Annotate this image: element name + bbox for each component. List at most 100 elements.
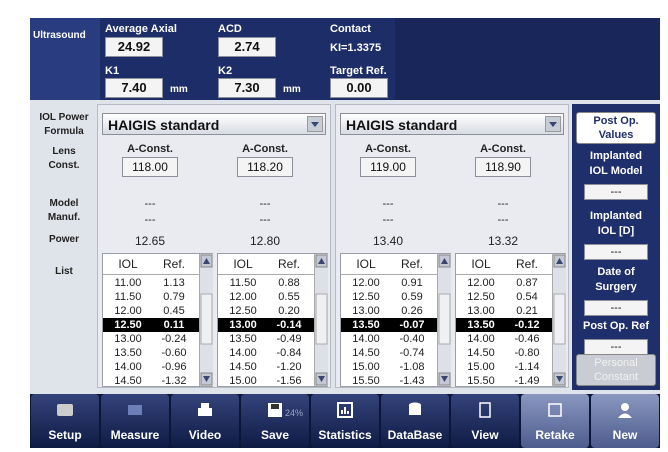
- list-cell: 11.50: [222, 277, 264, 289]
- scrollbar: [199, 254, 213, 386]
- sidebar-label: Surgery: [572, 281, 660, 293]
- list-row[interactable]: 13.00 -0.14: [218, 318, 314, 332]
- list-row[interactable]: 14.50-0.74: [341, 346, 437, 360]
- scrollbar-icons: [438, 254, 451, 386]
- const-box: 118.20: [237, 157, 293, 177]
- toolbar-button[interactable]: Measure: [101, 394, 169, 448]
- list-row[interactable]: 13.50-0.07: [341, 318, 437, 332]
- list-row[interactable]: 15.00-1.56: [218, 374, 314, 388]
- list-cell: -0.40: [391, 333, 433, 345]
- list-row[interactable]: 14.00-0.46: [456, 332, 552, 346]
- list-cell: 12.00: [345, 277, 387, 289]
- formula-dropdown[interactable]: HAIGIS standard: [340, 113, 564, 135]
- list-cell: 0.79: [153, 291, 195, 303]
- list-row[interactable]: 14.00-0.40: [341, 332, 437, 346]
- list-row[interactable]: 15.50-1.49: [456, 374, 552, 388]
- page: UltrasoundAverage Axial24.92ACD2.74Conta…: [0, 0, 668, 452]
- list-cell: -1.43: [391, 375, 433, 387]
- list-row[interactable]: 14.00-0.84: [218, 346, 314, 360]
- scrollbar-icons: [200, 254, 213, 386]
- toolbar-button[interactable]: Setup: [31, 394, 99, 448]
- toolbar-label: DataBase: [381, 428, 449, 442]
- list-cell: -1.49: [506, 375, 548, 387]
- list-cell: 13.50: [222, 333, 264, 345]
- list-cell: 0.55: [268, 291, 310, 303]
- list-cell: 0.21: [506, 305, 548, 317]
- list-cell: 12.50: [345, 291, 387, 303]
- list-cell: 0.54: [506, 291, 548, 303]
- toolbar-label: Save: [241, 428, 309, 442]
- list-cell: 12.50: [107, 319, 149, 331]
- toolbar-button[interactable]: DataBase: [381, 394, 449, 448]
- list-cell: 0.26: [391, 305, 433, 317]
- scrollbar-icons: [553, 254, 566, 386]
- field-value: 7.30: [218, 78, 276, 98]
- list-cell: 13.00: [345, 305, 387, 317]
- list-cell: 13.00: [222, 319, 264, 331]
- toolbar-button[interactable]: Video: [171, 394, 239, 448]
- row-label: IOL Power: [34, 112, 94, 123]
- toolbar-button[interactable]: New: [591, 394, 659, 448]
- list-row[interactable]: 15.00-1.08: [341, 360, 437, 374]
- list-cell: 15.00: [460, 361, 502, 373]
- header-right-bg: [395, 18, 660, 100]
- const-box: 118.90: [475, 157, 531, 177]
- row-label: List: [34, 266, 94, 277]
- list-row[interactable]: 14.50 -1.32: [103, 374, 199, 388]
- list-cell: -1.32: [153, 375, 195, 387]
- button-text: Personal: [577, 357, 655, 369]
- toolbar-button[interactable]: Statistics: [311, 394, 379, 448]
- list-cell: 14.50: [107, 375, 149, 387]
- row-label: Formula: [34, 126, 94, 137]
- sidebar: Post Op.ValuesImplantedIOL Model---Impla…: [572, 104, 660, 390]
- list-row[interactable]: 15.00-1.14: [456, 360, 552, 374]
- power: 13.32: [455, 234, 551, 248]
- toolbar-button[interactable]: View: [451, 394, 519, 448]
- list-cell: -0.14: [268, 319, 310, 331]
- const-label: A-Const.: [455, 143, 551, 155]
- formula-dropdown[interactable]: HAIGIS standard: [102, 113, 326, 135]
- list-header: Ref.: [153, 257, 195, 271]
- post-op-button[interactable]: Post Op.Values: [576, 112, 656, 144]
- list-row[interactable]: 14.00-0.96: [103, 360, 199, 374]
- list-row[interactable]: 15.50-1.43: [341, 374, 437, 388]
- list-cell: 11.00: [107, 277, 149, 289]
- list-row[interactable]: 13.00-0.24: [103, 332, 199, 346]
- list-row[interactable]: 12.50 0.59: [341, 290, 437, 304]
- list-header: Ref.: [268, 257, 310, 271]
- row-label: Power: [34, 234, 94, 245]
- list-row[interactable]: 11.00 1.13: [103, 276, 199, 290]
- list-cell: 0.59: [391, 291, 433, 303]
- sidebar-value: ---: [584, 184, 648, 200]
- list-cell: 1.13: [153, 277, 195, 289]
- list-row[interactable]: 13.50-0.49: [218, 332, 314, 346]
- list-cell: 15.00: [222, 375, 264, 387]
- sidebar-value: ---: [584, 244, 648, 260]
- toolbar-label: Setup: [31, 428, 99, 442]
- model: ---: [102, 198, 198, 210]
- list-row[interactable]: 14.50-0.80: [456, 346, 552, 360]
- list-row[interactable]: 13.00 0.26: [341, 304, 437, 318]
- field-value: 0.00: [330, 78, 388, 98]
- toolbar-button[interactable]: Retake: [521, 394, 589, 448]
- list-cell: -0.46: [506, 333, 548, 345]
- list-row[interactable]: 13.50-0.60: [103, 346, 199, 360]
- list-row[interactable]: 13.50-0.12: [456, 318, 552, 332]
- field-value: 7.40: [105, 78, 163, 98]
- toolbar-icon: [195, 401, 215, 419]
- sidebar-label: Date of: [572, 266, 660, 278]
- list-row[interactable]: 14.50-1.20: [218, 360, 314, 374]
